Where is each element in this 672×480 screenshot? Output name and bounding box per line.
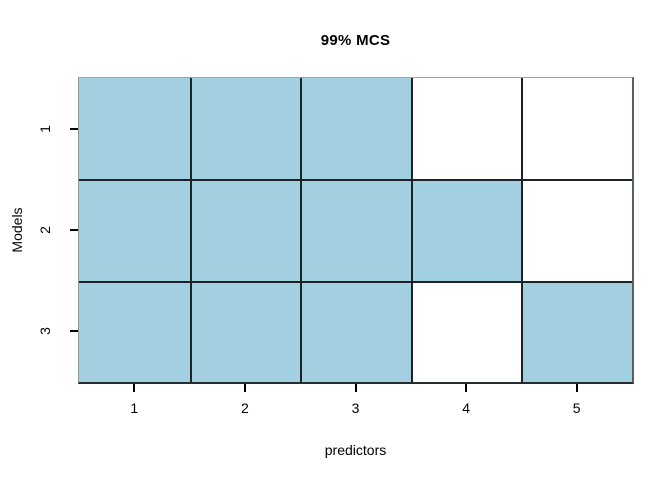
matrix-cell [410, 78, 522, 180]
matrix-cell [521, 280, 632, 382]
y-axis-tick-label: 2 [37, 226, 53, 234]
x-axis-tick-label: 3 [351, 400, 360, 416]
chart-title: 99% MCS [320, 32, 391, 49]
x-axis-tick-label: 2 [240, 400, 249, 416]
matrix-cell [410, 179, 522, 281]
y-axis-label: Models [9, 207, 25, 253]
matrix-cell [79, 179, 190, 281]
x-axis-tick [575, 384, 578, 392]
matrix-cell [300, 280, 411, 382]
x-axis-tick [243, 384, 246, 392]
matrix-cell [189, 280, 301, 382]
matrix-cell [300, 78, 411, 180]
matrix-cell [189, 179, 301, 281]
x-axis-label: predictors [324, 442, 387, 458]
matrix-cell [189, 78, 301, 180]
heatmap-plot-area [78, 77, 634, 384]
x-axis-tick [133, 384, 136, 392]
x-axis-tick [465, 384, 468, 392]
matrix-cell [300, 179, 411, 281]
y-axis-tick-label: 3 [37, 327, 53, 336]
matrix-cell [410, 280, 522, 382]
y-axis-tick-label: 1 [37, 124, 53, 133]
x-axis-tick-label: 1 [130, 400, 139, 416]
x-axis-tick [354, 384, 357, 392]
y-axis-tick [70, 229, 78, 231]
matrix-cell [521, 78, 632, 180]
x-axis-tick-label: 4 [462, 400, 470, 416]
matrix-cell [521, 179, 632, 281]
y-axis-tick [70, 330, 78, 333]
matrix-cell [79, 280, 190, 382]
x-axis-tick-label: 5 [572, 400, 581, 416]
y-axis-tick [70, 127, 78, 130]
matrix-cell [79, 78, 190, 180]
